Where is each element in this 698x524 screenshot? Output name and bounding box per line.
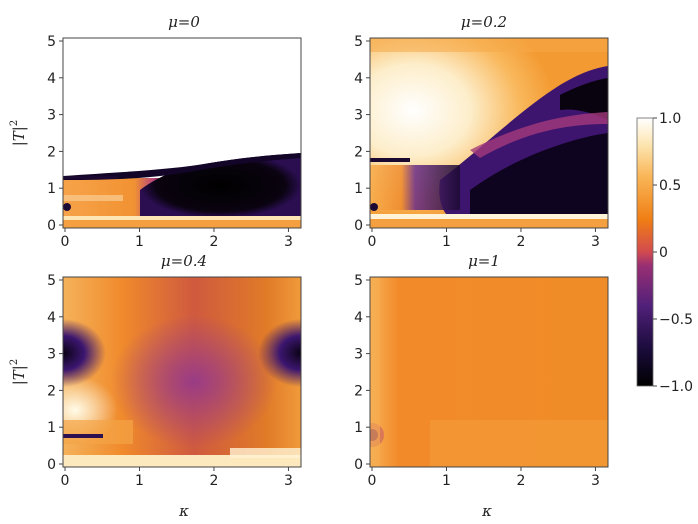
- panel-title-mu0: μ=0: [168, 13, 200, 31]
- svg-text:|T|2: |T|2: [9, 359, 28, 386]
- heatmap-mu04: [62, 276, 302, 468]
- y-tick-label: 0: [47, 218, 56, 234]
- y-tick-label: 3: [354, 347, 363, 363]
- y-tick-label: 5: [354, 273, 363, 289]
- y-axis-label-top-text: |T|: [10, 126, 28, 146]
- x-axis-label-left: κ: [178, 502, 189, 520]
- y-axis-label-top: |T|2: [9, 120, 28, 147]
- x-tick-label: 1: [442, 473, 451, 489]
- y-tick-label: 3: [47, 347, 56, 363]
- heatmap-mu02: [369, 37, 609, 229]
- x-tick-label: 0: [61, 473, 70, 489]
- colorbar-gradient: [636, 117, 654, 387]
- colorbar-tick-label: 0.5: [659, 178, 681, 194]
- y-tick-label: 1: [47, 420, 56, 436]
- y-tick-label: 4: [354, 71, 363, 87]
- x-tick-label: 2: [517, 234, 526, 250]
- y-axis-label-top-sup: 2: [9, 120, 20, 126]
- y-tick-label: 5: [47, 273, 56, 289]
- y-axis-label-bottom-text: |T|: [10, 365, 28, 385]
- x-axis-label-right: κ: [481, 502, 492, 520]
- panel-title-mu04: μ=0.4: [161, 252, 207, 270]
- x-tick-label: 3: [591, 473, 600, 489]
- x-tick-label: 0: [368, 473, 377, 489]
- x-tick-label: 1: [135, 234, 144, 250]
- y-tick-label: 1: [354, 420, 363, 436]
- y-tick-label: 3: [47, 108, 56, 124]
- x-tick-label: 0: [368, 234, 377, 250]
- y-tick-label: 2: [47, 144, 56, 160]
- y-tick-label: 0: [354, 218, 363, 234]
- x-tick-label: 3: [591, 234, 600, 250]
- heatmap-mu1: [369, 276, 609, 468]
- x-tick-label: 0: [61, 234, 70, 250]
- x-tick-label: 2: [210, 473, 219, 489]
- colorbar: 1.0 0.5 0 −0.5 −1.0: [636, 111, 693, 395]
- y-tick-label: 4: [47, 310, 56, 326]
- y-tick-label: 2: [354, 383, 363, 399]
- tick-group: 0 1 2 3 0 1 2 3 4 5 0 1 2 3 0 1 2 3 4 5 0 1 2 3 0 1 2 3 4 5 0 1 2 3 0 1 2 3 4 5: [47, 34, 600, 489]
- y-tick-label: 4: [47, 71, 56, 87]
- x-tick-label: 3: [284, 473, 293, 489]
- y-axis-label-bottom: |T|2: [9, 359, 28, 386]
- y-tick-label: 2: [47, 383, 56, 399]
- heatmap-mu0: [62, 37, 302, 229]
- colorbar-tick-label: −0.5: [659, 312, 693, 328]
- y-tick-label: 1: [47, 181, 56, 197]
- x-tick-label: 2: [210, 234, 219, 250]
- x-tick-label: 1: [135, 473, 144, 489]
- y-tick-label: 0: [47, 457, 56, 473]
- colorbar-tick-label: 1.0: [659, 111, 681, 127]
- x-tick-label: 1: [442, 234, 451, 250]
- colorbar-tick-label: −1.0: [659, 379, 693, 395]
- x-tick-label: 2: [517, 473, 526, 489]
- y-tick-label: 5: [354, 34, 363, 50]
- y-tick-label: 2: [354, 144, 363, 160]
- panel-title-mu02: μ=0.2: [461, 13, 507, 31]
- x-tick-label: 3: [284, 234, 293, 250]
- y-tick-label: 4: [354, 310, 363, 326]
- panel-title-mu1: μ=1: [468, 252, 500, 270]
- y-tick-label: 0: [354, 457, 363, 473]
- y-tick-label: 5: [47, 34, 56, 50]
- colorbar-tick-label: 0: [659, 245, 668, 261]
- y-tick-label: 1: [354, 181, 363, 197]
- svg-text:|T|2: |T|2: [9, 120, 28, 147]
- y-axis-label-bottom-sup: 2: [9, 359, 20, 365]
- colorbar-ticks: 1.0 0.5 0 −0.5 −1.0: [653, 111, 693, 395]
- y-tick-label: 3: [354, 108, 363, 124]
